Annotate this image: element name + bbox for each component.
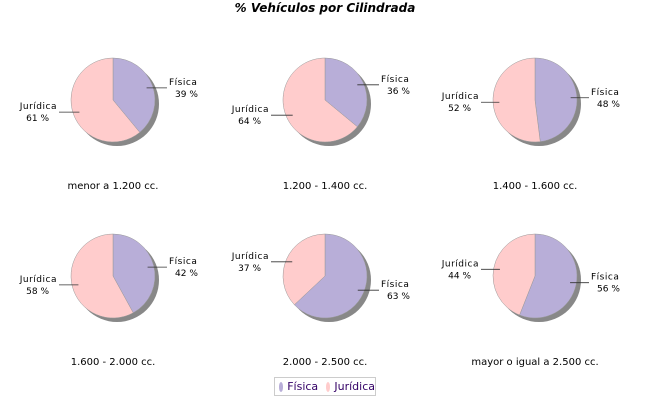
legend-swatch-juridica [326,381,331,392]
pie-6: Física 56 % Jurídica 44 % mayor o igual a 2.… [441,233,620,368]
pie-caption: 1.600 - 2.000 cc. [71,357,156,368]
slice-label-percent: 36 % [387,87,410,97]
slice-label-percent: 58 % [26,287,49,297]
pie-slice-fisica [112,233,156,314]
slice-label-name: Jurídica [19,275,57,285]
pie-slice-fisica [112,57,156,133]
slice-label-name: Jurídica [231,252,269,262]
slice-label-name: Física [169,257,197,267]
pie-slice-juridica [492,233,536,316]
pie-caption: mayor o igual a 2.500 cc. [471,357,598,368]
slice-label-percent: 39 % [175,90,198,100]
chart-title: % Vehículos por Cilindrada [234,1,416,15]
slice-label-percent: 61 % [26,114,49,124]
legend-swatch-fisica [279,381,284,392]
pie-5: Física 63 % Jurídica 37 % 2.000 - 2.500 cc. [231,233,410,368]
pie-slice-juridica [492,57,541,143]
slice-label-name: Jurídica [441,259,479,269]
pie-4: Física 42 % Jurídica 58 % 1.600 - 2.000 cc. [19,233,198,368]
slice-label-name: Jurídica [441,92,479,102]
pie-1: Física 39 % Jurídica 61 % menor a 1.200 cc. [19,57,198,192]
pie-slice-fisica [294,233,368,319]
slice-label-percent: 52 % [448,104,471,114]
pie-slice-juridica [282,57,358,143]
slice-label-name: Jurídica [231,105,269,115]
slice-label-name: Física [591,273,619,283]
pie-slice-juridica [70,233,134,319]
pie-2: Física 36 % Jurídica 64 % 1.200 - 1.400 cc. [231,57,410,192]
legend-label-juridica: Jurídica [334,380,375,393]
slice-label-name: Física [381,280,409,290]
pie-caption: 1.200 - 1.400 cc. [283,181,368,192]
slice-label-name: Jurídica [19,102,57,112]
pie-slice-fisica [519,233,578,319]
slice-label-name: Física [169,78,197,88]
pie-3: Física 48 % Jurídica 52 % 1.400 - 1.600 cc. [441,57,620,192]
slice-label-name: Física [591,88,619,98]
pie-slice-fisica [324,57,368,128]
pie-caption: 1.400 - 1.600 cc. [493,181,578,192]
slice-label-percent: 42 % [175,269,198,279]
slice-label-percent: 44 % [448,271,471,281]
slice-label-percent: 63 % [387,292,410,302]
pie-caption: menor a 1.200 cc. [68,181,159,192]
legend-label-fisica: Física [287,380,319,393]
slice-label-percent: 56 % [597,285,620,295]
pie-slice-juridica [70,57,141,143]
slice-label-name: Física [381,75,409,85]
legend: Física Jurídica [274,377,376,396]
slice-label-percent: 37 % [238,264,261,274]
slice-label-percent: 48 % [597,100,620,110]
slice-label-percent: 64 % [238,117,261,127]
pie-slice-juridica [282,233,326,306]
pie-caption: 2.000 - 2.500 cc. [283,357,368,368]
